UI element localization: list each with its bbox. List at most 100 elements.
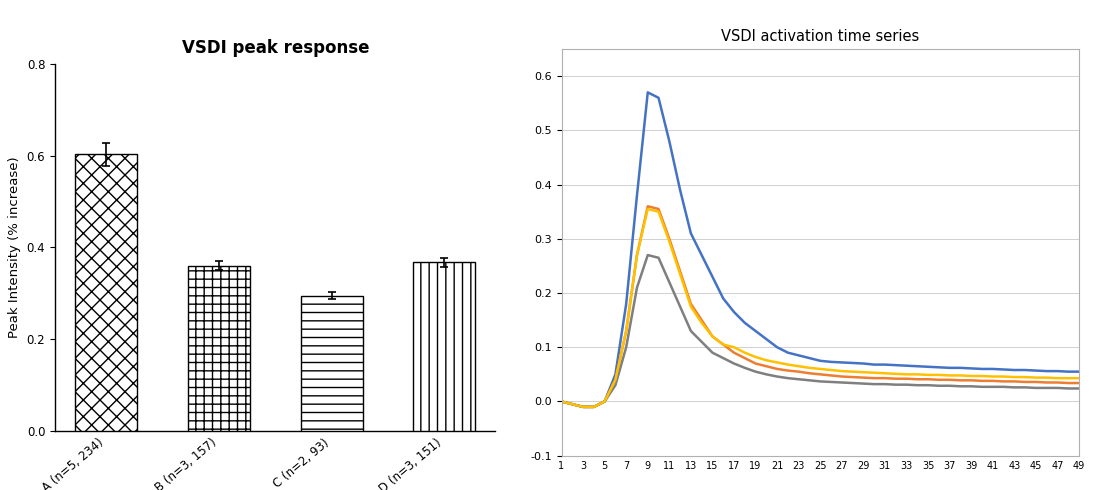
A (868, 362, 881, 368)
A (631, 193, 644, 198)
B (922, 376, 935, 382)
A (566, 401, 579, 407)
Bar (75, 154, 138, 431)
C (706, 350, 719, 356)
A (975, 366, 989, 372)
A (652, 95, 665, 101)
Line: D: D (562, 209, 1079, 407)
D (760, 357, 773, 363)
Bar (301, 295, 362, 431)
C (587, 404, 600, 410)
C (986, 384, 1000, 390)
D (857, 369, 870, 375)
B (1061, 380, 1075, 386)
C (1050, 385, 1064, 391)
B (782, 368, 795, 373)
B (674, 269, 687, 274)
C (996, 384, 1010, 390)
A (695, 252, 708, 258)
B (738, 355, 751, 361)
C (879, 381, 892, 387)
D (641, 206, 654, 212)
A (749, 328, 762, 334)
C (717, 355, 730, 361)
C (1007, 385, 1021, 391)
C (577, 404, 590, 410)
D (825, 367, 838, 373)
D (911, 371, 924, 377)
B (555, 398, 568, 404)
A (1061, 368, 1075, 374)
B (577, 404, 590, 410)
C (1072, 386, 1086, 392)
A (933, 365, 946, 370)
C (1061, 386, 1075, 392)
B (825, 372, 838, 378)
B (717, 342, 730, 347)
D (986, 373, 1000, 379)
B (1018, 379, 1032, 385)
D (620, 328, 633, 334)
B (814, 371, 827, 377)
D (728, 344, 741, 350)
A (890, 362, 903, 368)
A (555, 398, 568, 404)
D (577, 404, 590, 410)
D (803, 365, 816, 371)
A (738, 320, 751, 326)
B (685, 301, 698, 307)
B (900, 376, 913, 382)
A (900, 363, 913, 368)
A (1007, 367, 1021, 373)
B (964, 377, 978, 383)
C (922, 382, 935, 388)
B (879, 375, 892, 381)
C (911, 382, 924, 388)
D (1007, 374, 1021, 380)
C (942, 383, 956, 389)
A (717, 295, 730, 301)
A (879, 362, 892, 368)
B (890, 376, 903, 382)
B (587, 404, 600, 410)
A (825, 359, 838, 365)
D (652, 209, 665, 215)
A (577, 404, 590, 410)
D (1050, 375, 1064, 381)
A (1072, 368, 1086, 374)
B (792, 368, 805, 374)
A (620, 301, 633, 307)
B (641, 203, 654, 209)
D (738, 350, 751, 356)
C (803, 377, 816, 383)
B (986, 378, 1000, 384)
B (1029, 379, 1043, 385)
D (996, 373, 1010, 379)
D (1072, 375, 1086, 381)
D (846, 368, 859, 374)
C (1029, 385, 1043, 391)
D (587, 404, 600, 410)
A (771, 344, 784, 350)
D (964, 373, 978, 379)
C (695, 339, 708, 345)
C (1018, 385, 1032, 391)
C (900, 382, 913, 388)
A (760, 336, 773, 342)
D (792, 363, 805, 369)
B (1072, 380, 1086, 386)
D (1040, 375, 1054, 381)
B (728, 350, 741, 356)
D (663, 239, 676, 245)
A (674, 187, 687, 193)
D (942, 372, 956, 378)
A (792, 352, 805, 358)
C (846, 380, 859, 386)
B (911, 376, 924, 382)
B (749, 361, 762, 367)
A (587, 404, 600, 410)
A (942, 365, 956, 371)
A (803, 355, 816, 361)
D (814, 366, 827, 372)
D (1018, 374, 1032, 380)
